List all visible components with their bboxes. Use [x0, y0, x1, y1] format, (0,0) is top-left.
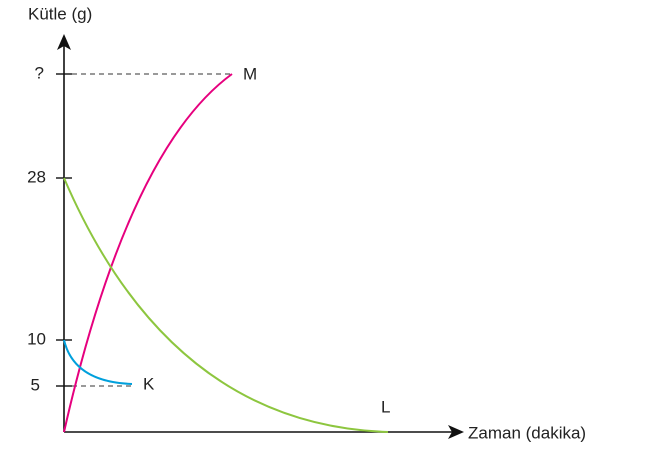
- x-arrow: [448, 425, 464, 439]
- curve-m: [63, 73, 233, 433]
- y-tick-label: ?: [35, 63, 44, 82]
- y-axis-label: Kütle (g): [28, 4, 92, 23]
- y-tick-label: 10: [27, 329, 46, 348]
- x-axis-label: Zaman (dakika): [468, 423, 586, 442]
- y-tick-label: 5: [31, 375, 40, 394]
- curve-label: L: [381, 397, 390, 416]
- y-arrow: [57, 34, 71, 50]
- y-tick-label: 28: [27, 167, 46, 186]
- curve-label: K: [143, 374, 155, 393]
- curve-k: [63, 339, 133, 385]
- curve-label: M: [243, 64, 257, 83]
- curve-l: [63, 177, 389, 433]
